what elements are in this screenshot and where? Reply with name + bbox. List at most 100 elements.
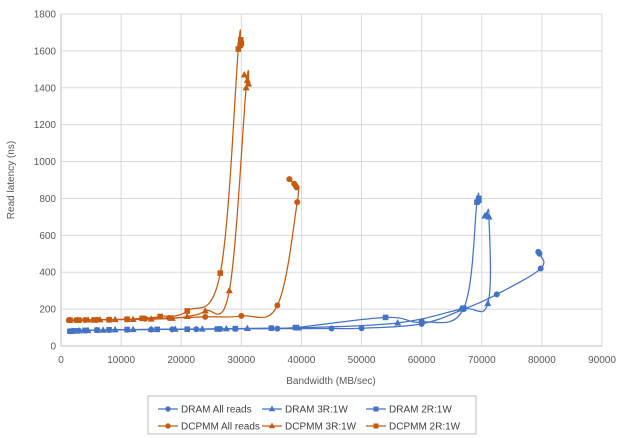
x-tick-label: 90000	[588, 355, 616, 366]
data-point	[294, 199, 301, 206]
y-tick-label: 400	[39, 268, 56, 279]
y-tick-label: 200	[39, 305, 56, 316]
y-tick-label: 1000	[34, 157, 57, 168]
legend-marker	[268, 422, 276, 429]
data-point	[394, 319, 402, 326]
data-point	[214, 326, 221, 332]
data-point	[73, 328, 79, 334]
legend-marker	[165, 423, 171, 429]
data-point	[225, 286, 233, 294]
data-point	[124, 316, 130, 323]
data-point	[154, 326, 160, 333]
data-point	[232, 325, 239, 332]
gridlines	[61, 13, 603, 346]
y-tick-label: 1800	[34, 10, 57, 21]
data-point	[111, 315, 119, 323]
data-point	[94, 327, 100, 333]
data-point	[243, 324, 251, 332]
data-point	[537, 265, 544, 272]
data-point	[460, 305, 467, 311]
legend-item: DCPMM All reads	[158, 422, 260, 433]
legend-label: DRAM 2R:1W	[389, 405, 452, 416]
y-tick-label: 800	[39, 194, 56, 205]
y-tick-label: 1600	[34, 46, 57, 57]
data-point	[124, 326, 130, 333]
data-point	[481, 212, 489, 219]
x-tick-label: 60000	[408, 355, 436, 366]
data-point	[157, 313, 163, 320]
series-5	[67, 29, 245, 323]
data-point	[238, 312, 245, 319]
legend-label: DCPMM 2R:1W	[389, 422, 461, 433]
y-tick-labels: 0 200 400 600 800 1000 1200 1400 1600 1800	[34, 10, 57, 353]
data-point	[358, 325, 365, 332]
data-point	[171, 325, 179, 332]
legend-marker	[165, 406, 171, 412]
legend-marker	[373, 423, 379, 429]
legend-label: DRAM 3R:1W	[285, 405, 348, 416]
data-point	[291, 180, 298, 187]
data-point	[475, 195, 482, 202]
data-point	[82, 327, 88, 334]
data-point	[183, 312, 191, 320]
data-point	[184, 308, 191, 314]
y-axis-title: Read latency (ns)	[6, 141, 17, 219]
data-point	[67, 317, 73, 323]
x-tick-label: 20000	[167, 355, 195, 366]
data-point	[84, 316, 92, 323]
data-point	[201, 307, 209, 314]
series-lines	[65, 29, 545, 335]
data-point	[237, 37, 244, 43]
data-point	[418, 319, 425, 325]
legend-label: DCPMM 3R:1W	[285, 422, 357, 433]
legend-box	[147, 395, 477, 435]
x-tick-label: 30000	[227, 355, 255, 366]
legend-marker	[373, 406, 379, 412]
data-point	[222, 325, 230, 332]
data-point	[147, 325, 155, 332]
legend-item: DCPMM 3R:1W	[262, 422, 357, 433]
data-point	[245, 80, 253, 87]
series-line	[70, 69, 250, 321]
series-4	[66, 69, 253, 323]
data-point	[535, 248, 542, 255]
series-1	[68, 208, 493, 334]
legend-item: DRAM 3R:1W	[262, 405, 348, 416]
x-tick-label: 50000	[348, 355, 376, 366]
data-point	[382, 314, 389, 321]
data-point	[235, 46, 242, 52]
data-point	[484, 299, 492, 307]
data-point	[91, 317, 97, 323]
series-2	[67, 192, 482, 335]
data-point	[184, 326, 191, 333]
x-tick-label: 70000	[468, 355, 496, 366]
series-line	[70, 29, 242, 321]
legend-label: DCPMM All reads	[181, 422, 260, 433]
series-line	[71, 208, 492, 332]
data-point	[243, 76, 251, 83]
data-point	[202, 313, 209, 320]
x-axis-title: Bandwidth (MB/sec)	[286, 376, 375, 387]
legend-item: DRAM 2R:1W	[366, 405, 452, 416]
data-point	[168, 314, 176, 321]
data-point	[67, 328, 73, 335]
axes	[60, 14, 602, 347]
data-point	[147, 315, 155, 322]
x-tick-label: 10000	[107, 355, 135, 366]
data-point	[96, 315, 104, 323]
data-point	[268, 325, 275, 331]
legend-marker	[268, 405, 276, 412]
data-point	[76, 317, 82, 323]
series-line	[68, 178, 300, 321]
legend: DRAM All reads DRAM 3R:1W DRAM 2R:1W DCPMM …	[147, 395, 477, 435]
legend-item: DRAM All reads	[158, 405, 252, 416]
y-tick-label: 600	[39, 231, 56, 242]
legend-item: DCPMM 2R:1W	[366, 422, 461, 433]
data-point	[493, 291, 500, 298]
y-tick-label: 1200	[34, 120, 57, 131]
data-point	[238, 40, 245, 47]
data-point	[198, 325, 206, 332]
data-point	[217, 270, 224, 276]
x-tick-labels: 0 10000 20000 30000 40000 50000 60000 70000 8000…	[58, 355, 616, 366]
